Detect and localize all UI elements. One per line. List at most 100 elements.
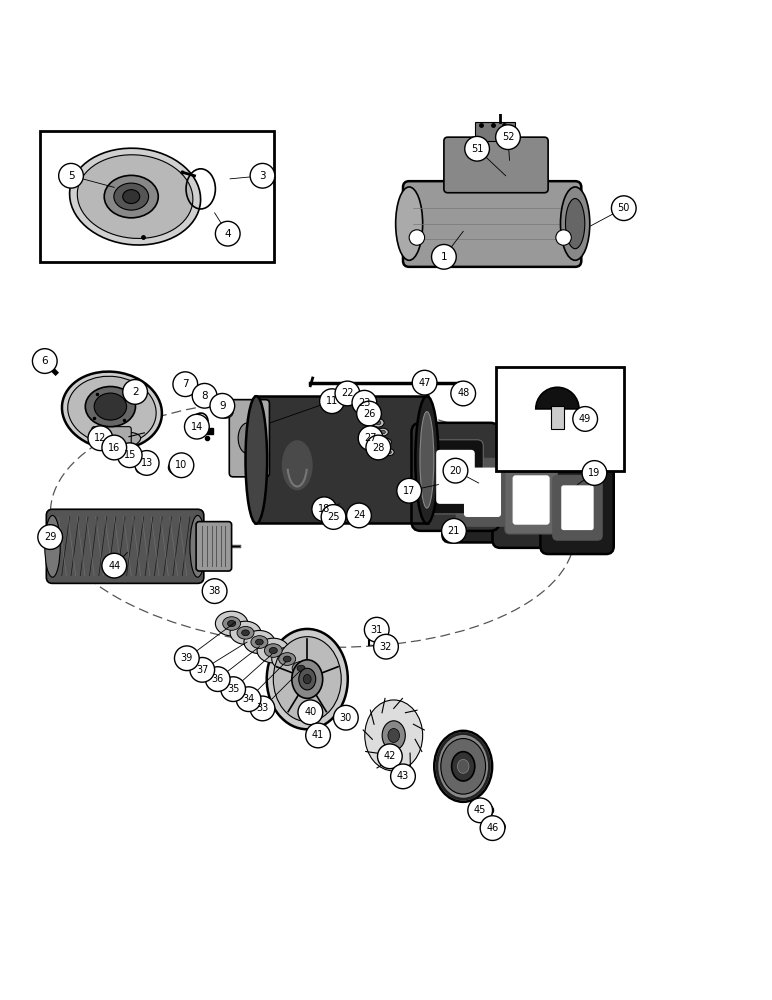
Circle shape <box>298 700 323 725</box>
FancyBboxPatch shape <box>513 475 550 525</box>
Circle shape <box>215 221 240 246</box>
Bar <box>40 131 274 262</box>
Ellipse shape <box>358 397 371 406</box>
Ellipse shape <box>123 190 140 204</box>
FancyBboxPatch shape <box>553 475 602 540</box>
FancyBboxPatch shape <box>229 400 269 477</box>
Bar <box>256 396 427 523</box>
Circle shape <box>123 380 147 404</box>
Ellipse shape <box>366 407 378 415</box>
FancyBboxPatch shape <box>442 442 523 542</box>
Ellipse shape <box>140 467 146 471</box>
Circle shape <box>205 667 230 691</box>
Ellipse shape <box>267 629 347 729</box>
Ellipse shape <box>245 396 267 524</box>
Ellipse shape <box>273 637 341 722</box>
Circle shape <box>611 196 636 221</box>
Circle shape <box>556 230 571 245</box>
Bar <box>475 122 515 141</box>
Ellipse shape <box>228 620 235 627</box>
Ellipse shape <box>99 432 141 450</box>
FancyBboxPatch shape <box>92 427 131 447</box>
Ellipse shape <box>218 406 233 418</box>
Wedge shape <box>536 387 579 409</box>
Circle shape <box>352 390 377 415</box>
Ellipse shape <box>441 739 486 794</box>
Text: 22: 22 <box>341 388 354 398</box>
Ellipse shape <box>474 803 493 817</box>
Circle shape <box>374 634 398 659</box>
Ellipse shape <box>292 660 323 698</box>
Ellipse shape <box>212 588 220 594</box>
Ellipse shape <box>208 585 225 597</box>
Ellipse shape <box>486 820 505 834</box>
Circle shape <box>480 816 505 840</box>
Ellipse shape <box>388 729 400 742</box>
Ellipse shape <box>376 421 381 425</box>
Text: 8: 8 <box>201 391 208 401</box>
Text: 9: 9 <box>219 401 225 411</box>
Ellipse shape <box>244 630 275 654</box>
FancyBboxPatch shape <box>561 485 594 530</box>
Text: 11: 11 <box>326 396 338 406</box>
Text: 32: 32 <box>380 642 392 652</box>
Text: 18: 18 <box>318 504 330 514</box>
Text: 30: 30 <box>340 713 352 723</box>
Ellipse shape <box>215 611 248 636</box>
Ellipse shape <box>238 423 258 454</box>
Text: 41: 41 <box>312 730 324 740</box>
Text: 28: 28 <box>372 443 384 453</box>
Circle shape <box>409 230 425 245</box>
Circle shape <box>306 723 330 748</box>
Text: 38: 38 <box>208 586 221 596</box>
Ellipse shape <box>387 451 391 454</box>
Circle shape <box>496 125 520 150</box>
Text: 51: 51 <box>471 144 483 154</box>
Ellipse shape <box>381 430 385 434</box>
Circle shape <box>134 451 159 475</box>
Circle shape <box>32 349 57 373</box>
Ellipse shape <box>272 647 303 671</box>
Circle shape <box>334 705 358 730</box>
Circle shape <box>357 401 381 426</box>
Ellipse shape <box>343 389 355 398</box>
Circle shape <box>102 435 127 460</box>
Ellipse shape <box>364 700 423 771</box>
Ellipse shape <box>174 464 185 471</box>
Text: 2: 2 <box>132 387 138 397</box>
Text: 1: 1 <box>441 252 447 262</box>
Text: 15: 15 <box>124 450 136 460</box>
Ellipse shape <box>69 148 201 245</box>
Ellipse shape <box>330 511 342 520</box>
Ellipse shape <box>372 419 384 427</box>
Ellipse shape <box>68 376 156 445</box>
Circle shape <box>320 389 344 414</box>
Ellipse shape <box>269 647 277 654</box>
Circle shape <box>250 163 275 188</box>
Text: 4: 4 <box>225 229 231 239</box>
Ellipse shape <box>77 155 193 238</box>
Circle shape <box>358 426 383 451</box>
Text: 21: 21 <box>448 526 460 536</box>
FancyBboxPatch shape <box>540 461 614 554</box>
Text: 12: 12 <box>94 433 107 443</box>
Ellipse shape <box>297 665 305 671</box>
Bar <box>496 367 624 471</box>
FancyBboxPatch shape <box>196 522 232 571</box>
Circle shape <box>169 453 194 478</box>
Text: 37: 37 <box>196 665 208 675</box>
FancyBboxPatch shape <box>436 450 475 504</box>
Ellipse shape <box>479 807 489 813</box>
Text: 40: 40 <box>304 707 317 717</box>
Ellipse shape <box>94 393 127 420</box>
Circle shape <box>202 579 227 603</box>
Ellipse shape <box>190 515 205 577</box>
Text: 20: 20 <box>449 466 462 476</box>
Circle shape <box>190 657 215 682</box>
Ellipse shape <box>283 656 291 662</box>
Circle shape <box>38 525 63 549</box>
Circle shape <box>117 443 142 468</box>
Ellipse shape <box>85 387 136 427</box>
Ellipse shape <box>230 621 261 644</box>
Ellipse shape <box>434 731 493 802</box>
